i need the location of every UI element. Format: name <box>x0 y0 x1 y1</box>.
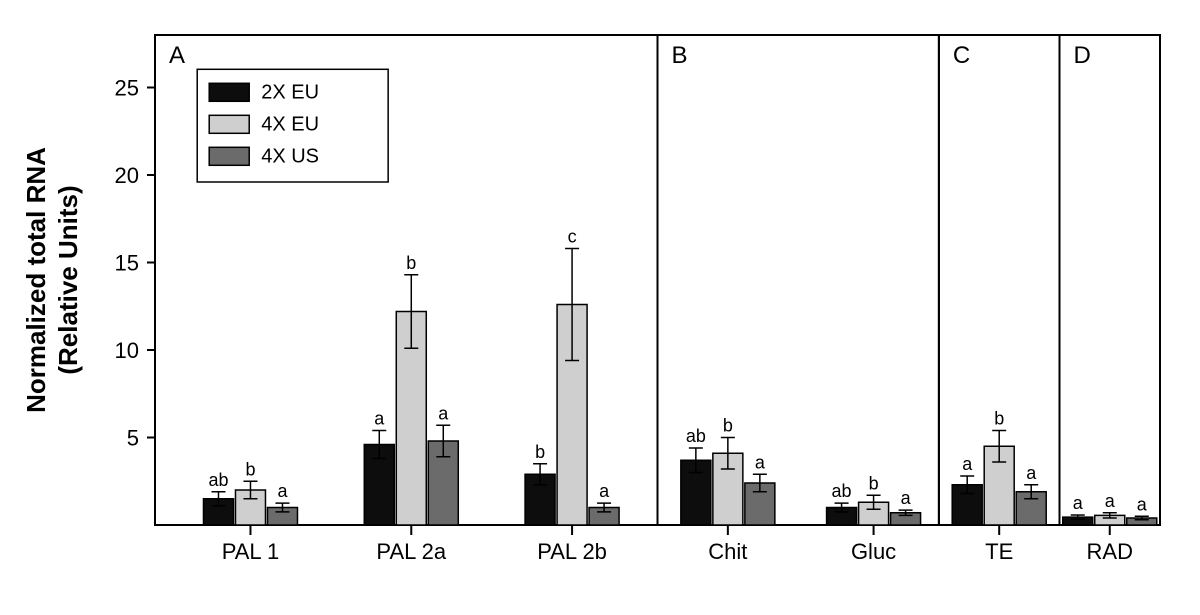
significance-letter: a <box>1137 494 1148 514</box>
significance-letter: a <box>599 481 610 501</box>
significance-letter: ab <box>208 470 228 490</box>
x-group-label: Chit <box>708 539 747 564</box>
y-tick-label: 20 <box>115 163 139 188</box>
significance-letter: a <box>1105 491 1116 511</box>
significance-letter: b <box>994 409 1004 429</box>
y-axis-label-1: Normalized total RNA <box>21 147 51 413</box>
x-group-label: PAL 2a <box>376 539 446 564</box>
x-group-label: PAL 2b <box>537 539 607 564</box>
panel-letter: B <box>672 42 688 69</box>
significance-letter: a <box>901 488 912 508</box>
legend-label: 4X US <box>261 145 319 167</box>
significance-letter: a <box>1073 493 1084 513</box>
y-tick-label: 5 <box>127 426 139 451</box>
y-tick-label: 10 <box>115 338 139 363</box>
significance-letter: b <box>406 253 416 273</box>
legend-swatch <box>209 83 249 101</box>
y-axis-label-2: (Relative Units) <box>53 185 83 374</box>
panel-letter: D <box>1074 42 1091 69</box>
bar-chart: A B C D 5 10 15 20 25 Normalized total RNA(Relati… <box>0 0 1200 615</box>
legend-swatch <box>209 147 249 165</box>
legend-label: 4X EU <box>261 113 319 135</box>
significance-letter: b <box>723 416 733 436</box>
significance-letter: a <box>374 409 385 429</box>
significance-letter: b <box>535 442 545 462</box>
x-group-label: PAL 1 <box>222 539 279 564</box>
y-tick-label: 25 <box>115 76 139 101</box>
significance-letter: a <box>1026 463 1037 483</box>
x-group-label: TE <box>985 539 1013 564</box>
significance-letter: a <box>755 452 766 472</box>
significance-letter: a <box>277 481 288 501</box>
legend-swatch <box>209 115 249 133</box>
significance-letter: ab <box>686 426 706 446</box>
significance-letter: b <box>245 459 255 479</box>
significance-letter: b <box>869 473 879 493</box>
legend-label: 2X EU <box>261 81 319 103</box>
significance-letter: a <box>962 454 973 474</box>
significance-letter: ab <box>832 481 852 501</box>
significance-letter: c <box>568 227 577 247</box>
panel-letter: A <box>169 42 185 69</box>
x-group-label: RAD <box>1087 539 1133 564</box>
significance-letter: a <box>438 403 449 423</box>
panel-letter: C <box>953 42 970 69</box>
y-tick-label: 15 <box>115 251 139 276</box>
x-group-label: Gluc <box>851 539 896 564</box>
